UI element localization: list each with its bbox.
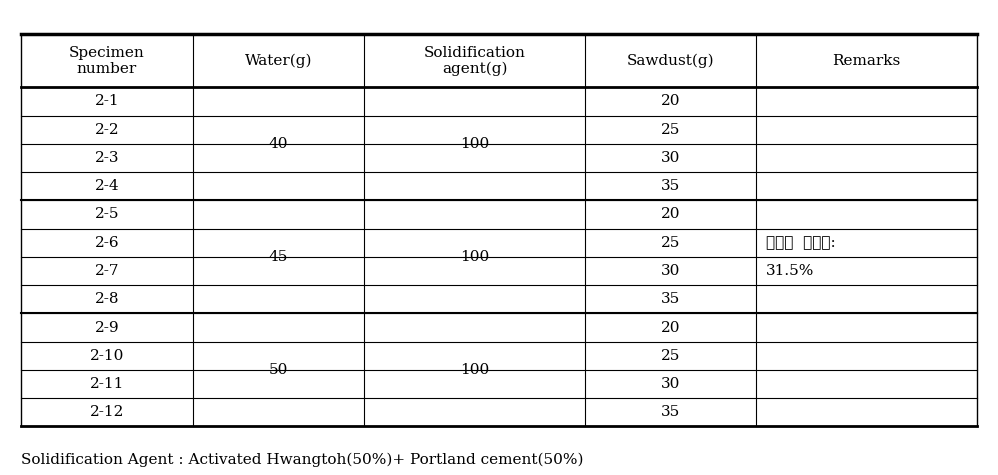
Text: 2-6: 2-6 (95, 236, 120, 250)
Text: 2-9: 2-9 (95, 321, 120, 334)
Text: 35: 35 (661, 179, 680, 193)
Text: 35: 35 (661, 405, 680, 419)
Text: Remarks: Remarks (832, 54, 900, 68)
Text: Specimen
number: Specimen number (69, 46, 145, 76)
Text: 50: 50 (268, 363, 288, 377)
Text: 2-10: 2-10 (90, 349, 124, 363)
Text: 40: 40 (268, 137, 288, 151)
Text: 30: 30 (661, 264, 681, 278)
Text: 20: 20 (661, 95, 681, 108)
Text: 100: 100 (460, 137, 489, 151)
Text: 25: 25 (661, 236, 681, 250)
Text: 20: 20 (661, 321, 681, 334)
Text: 25: 25 (661, 349, 681, 363)
Text: 25: 25 (661, 123, 681, 137)
Text: Sawdust(g): Sawdust(g) (627, 54, 715, 68)
Text: 퇱밥의  함수율:: 퇱밥의 함수율: (766, 236, 836, 250)
Text: Water(g): Water(g) (245, 54, 312, 68)
Text: 2-1: 2-1 (95, 95, 120, 108)
Text: Solidification
agent(g): Solidification agent(g) (423, 46, 525, 76)
Text: 100: 100 (460, 250, 489, 264)
Text: 100: 100 (460, 363, 489, 377)
Text: 30: 30 (661, 377, 681, 391)
Text: 2-3: 2-3 (95, 151, 120, 165)
Text: 35: 35 (661, 292, 680, 306)
Text: 2-2: 2-2 (95, 123, 120, 137)
Text: 2-12: 2-12 (90, 405, 124, 419)
Text: 30: 30 (661, 151, 681, 165)
Text: 2-4: 2-4 (95, 179, 120, 193)
Text: 2-5: 2-5 (95, 208, 120, 221)
Text: Solidification Agent : Activated Hwangtoh(50%)+ Portland cement(50%): Solidification Agent : Activated Hwangto… (21, 452, 584, 466)
Text: 45: 45 (268, 250, 288, 264)
Text: 2-11: 2-11 (90, 377, 124, 391)
Text: 2-8: 2-8 (95, 292, 120, 306)
Text: 31.5%: 31.5% (766, 264, 814, 278)
Text: 20: 20 (661, 208, 681, 221)
Text: 2-7: 2-7 (95, 264, 120, 278)
